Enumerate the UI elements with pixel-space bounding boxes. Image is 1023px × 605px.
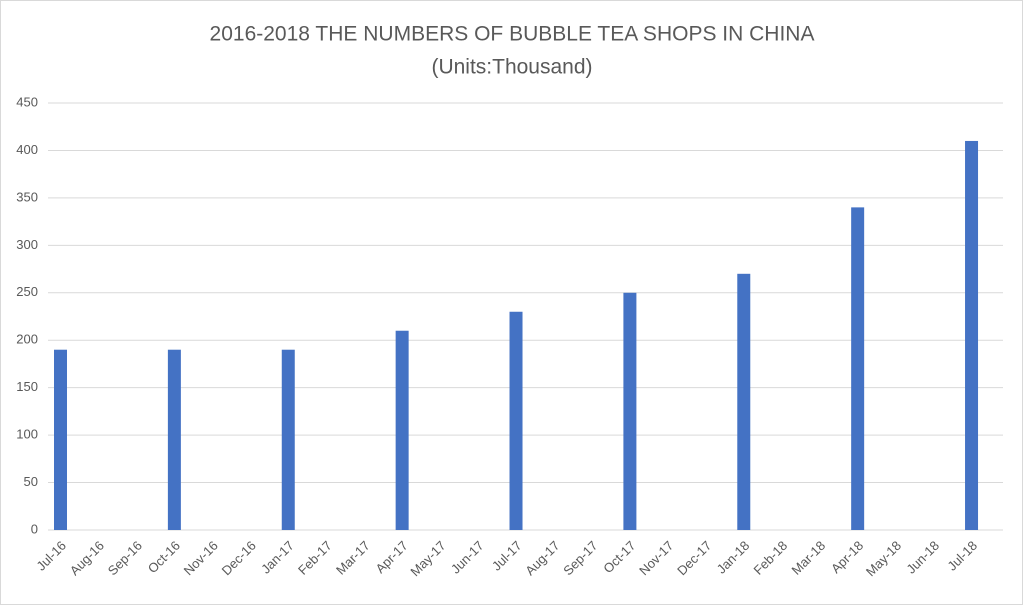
chart-subtitle: (Units:Thousand) <box>431 56 592 79</box>
bar <box>281 349 295 530</box>
y-tick-label: 300 <box>16 237 38 252</box>
y-tick-label: 150 <box>16 379 38 394</box>
y-tick-label: 450 <box>16 94 38 109</box>
bar <box>623 292 637 530</box>
bar <box>54 349 67 530</box>
bar <box>851 207 865 530</box>
bar <box>167 349 181 530</box>
y-tick-label: 50 <box>24 474 38 489</box>
y-tick-label: 400 <box>16 142 38 157</box>
bar <box>737 273 751 530</box>
bar <box>509 311 523 530</box>
y-tick-label: 250 <box>16 284 38 299</box>
y-tick-label: 100 <box>16 427 38 442</box>
bar <box>965 140 979 530</box>
y-tick-label: 350 <box>16 189 38 204</box>
y-tick-label: 0 <box>31 521 38 536</box>
y-tick-label: 200 <box>16 332 38 347</box>
chart-title: 2016-2018 THE NUMBERS OF BUBBLE TEA SHOP… <box>210 23 815 46</box>
bar <box>395 330 409 530</box>
